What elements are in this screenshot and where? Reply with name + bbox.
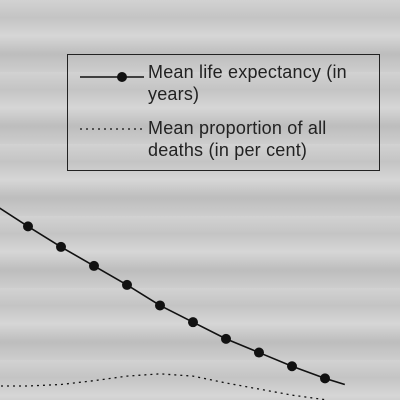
life-expectancy-point [320, 373, 330, 384]
series-life-expectancy [0, 207, 346, 386]
life-expectancy-point [56, 241, 66, 252]
life-expectancy-line [0, 207, 346, 386]
legend-label-life-expectancy: Mean life expectancy (in years) [148, 62, 347, 104]
life-expectancy-point [188, 317, 198, 328]
life-expectancy-point [287, 361, 297, 372]
life-expectancy-point [254, 347, 264, 358]
life-expectancy-point [89, 260, 99, 271]
life-expectancy-point [23, 221, 33, 232]
life-expectancy-point [155, 300, 165, 311]
legend-swatch-solid-marker [80, 72, 144, 82]
life-expectancy-point [122, 279, 132, 290]
legend-swatch-dotted [80, 128, 144, 130]
legend-label-proportion-deaths: Mean proportion of all deaths (in per ce… [148, 118, 327, 160]
proportion-deaths-line [0, 373, 326, 400]
series-proportion-deaths [0, 373, 326, 400]
legend: Mean life expectancy (in years) Mean pro… [67, 54, 380, 171]
life-expectancy-point [221, 333, 231, 344]
